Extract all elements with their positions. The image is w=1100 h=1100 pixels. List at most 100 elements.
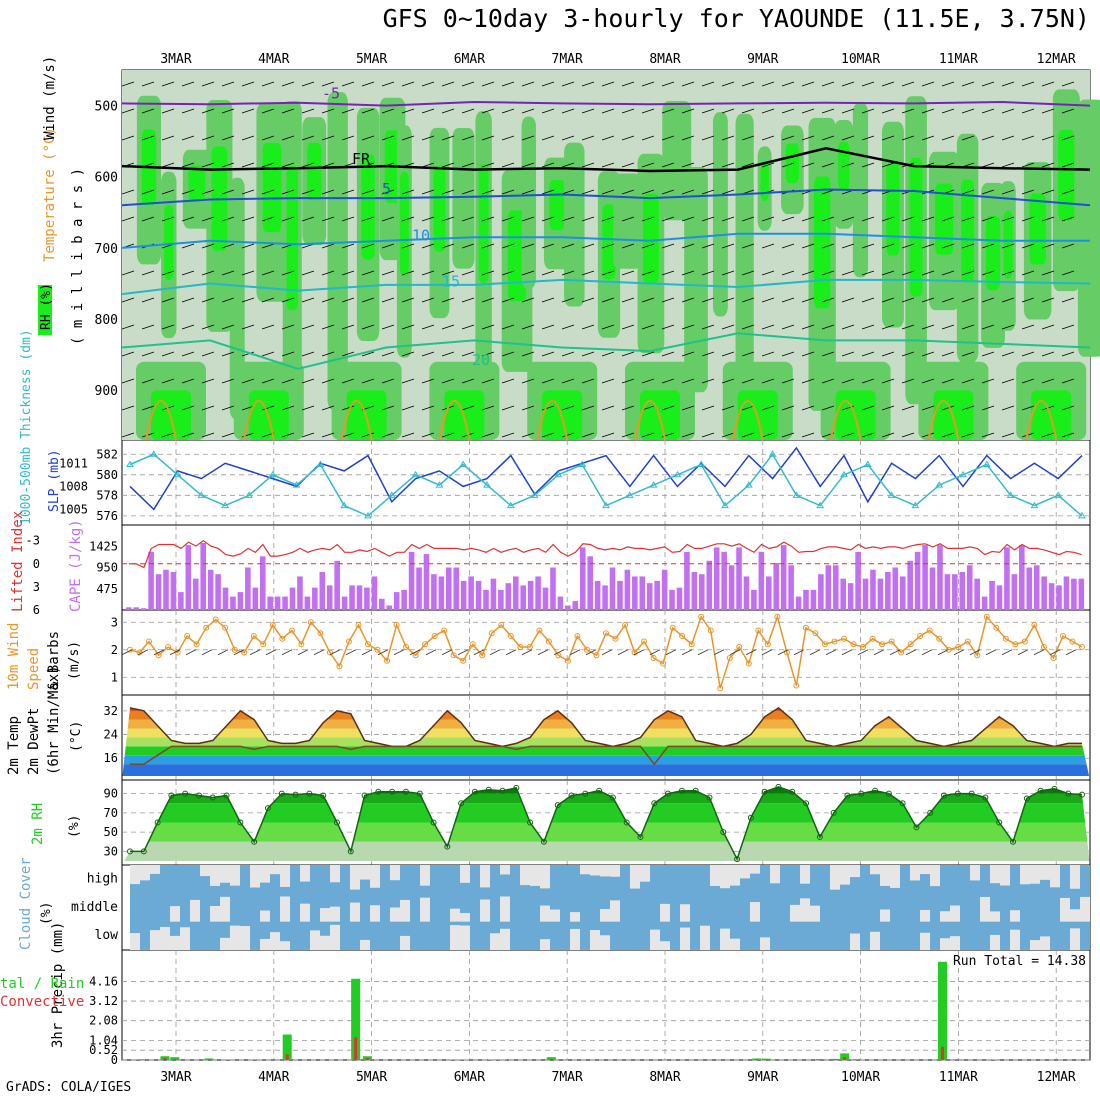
rh-line-marker	[402, 788, 409, 795]
wind-barb	[381, 351, 395, 357]
wind-speed-line-marker	[650, 655, 657, 661]
wind-speed-line-marker	[241, 649, 248, 656]
wind-barb	[841, 162, 855, 168]
wind-barb	[1061, 162, 1075, 168]
rh-color-band	[122, 803, 1090, 823]
cape-bar	[609, 567, 616, 610]
thickness-line-marker	[578, 460, 587, 468]
wind-barb	[781, 81, 795, 87]
surface-wind-barb	[505, 649, 517, 656]
cape-bar	[1011, 574, 1018, 610]
wind-barb	[961, 189, 975, 195]
wind-barb	[881, 135, 895, 141]
rh-saturated-band	[642, 193, 659, 284]
isotherm-25-line	[242, 400, 275, 441]
isotherm-line	[121, 100, 1091, 107]
surface-wind-barb	[185, 649, 197, 656]
thickness-line-marker	[840, 470, 848, 478]
wind-speed-line-marker	[460, 657, 467, 664]
rh-line-marker	[568, 792, 575, 799]
cloud-clear-cell	[800, 898, 810, 922]
cape-bar	[207, 569, 214, 610]
wind-barb	[1061, 108, 1075, 114]
wind-barb	[621, 270, 635, 276]
cape-bar	[594, 580, 601, 610]
wind-speed-line-marker	[1002, 635, 1009, 642]
rh-tick-label: 90	[104, 787, 118, 801]
wind-speed-line-marker	[679, 633, 686, 639]
wind-barb	[441, 351, 455, 357]
wind-barb	[901, 216, 915, 222]
wind-barb	[921, 351, 935, 357]
cloud-clear-cell	[950, 905, 960, 922]
wind-speed-line-marker	[545, 638, 552, 645]
wind-barb	[201, 270, 215, 276]
wind-speed-line-marker	[707, 627, 714, 634]
surface-wind-barb	[841, 649, 853, 656]
cape-bar	[713, 547, 720, 610]
wind-speed-line-marker	[860, 644, 867, 650]
wind-barb	[441, 243, 455, 249]
wind-barb	[501, 135, 515, 141]
wind-barb	[381, 270, 395, 276]
wind-barb	[461, 378, 475, 384]
wind-barb	[281, 405, 295, 411]
wind-barb	[1021, 324, 1035, 330]
surface-wind-barb	[937, 649, 949, 656]
wind-barb	[241, 162, 255, 168]
cloud-clear-cell	[150, 930, 160, 950]
wind-speed-line-marker	[717, 685, 724, 692]
cloud-clear-cell	[400, 935, 410, 950]
wind-barb	[121, 135, 135, 141]
wind-barb	[921, 243, 935, 249]
wind-barb	[1041, 216, 1055, 222]
cloud-clear-cell	[310, 930, 320, 950]
cape-bar	[676, 587, 683, 610]
rh-line-marker	[140, 848, 147, 855]
wind-barb	[961, 378, 975, 384]
surface-wind-barb	[617, 649, 629, 656]
cloud-clear-cell	[920, 932, 930, 950]
cloud-clear-cell	[230, 865, 240, 886]
wind-barb	[481, 297, 495, 303]
wind-barb	[1041, 270, 1055, 276]
cloud-clear-cell	[220, 865, 230, 883]
rh-line-marker	[1079, 791, 1085, 798]
wind-barb	[901, 432, 915, 438]
wind-barb	[221, 189, 235, 195]
bottom-date-label: 7MAR	[552, 1070, 583, 1085]
thickness-line-marker	[459, 460, 468, 468]
wind-barb	[261, 324, 275, 330]
surface-wind-barb	[409, 649, 421, 656]
wind10m-panel	[121, 613, 1085, 692]
wind-speed-line-marker	[1059, 633, 1066, 639]
wind-barb	[201, 432, 215, 438]
wind-barb	[801, 216, 815, 222]
cloud-clear-cell	[530, 865, 540, 886]
cape-bar	[140, 608, 147, 610]
wind-barb	[481, 162, 495, 168]
cape-bar	[669, 589, 675, 610]
wind-barb	[881, 243, 895, 249]
wind-barb	[341, 405, 355, 411]
wind-barb	[321, 351, 335, 357]
wind-speed-line-marker	[841, 635, 847, 642]
cloud-clear-cell	[400, 899, 410, 922]
cape-bar	[818, 574, 824, 610]
precip-convective-bar	[940, 1046, 944, 1060]
wind-barb	[321, 135, 335, 141]
wind-speed-line-marker	[793, 682, 800, 689]
wind-barb	[721, 432, 735, 438]
wind-barb	[481, 270, 495, 276]
wind-barb	[581, 162, 595, 168]
slp-tick-label: 1011	[59, 456, 88, 470]
cloud-clear-cell	[730, 865, 740, 886]
wind-barb	[761, 270, 775, 276]
cape-bar	[959, 571, 966, 610]
surface-wind-barb	[585, 649, 597, 656]
cloud-clear-cell	[970, 865, 980, 881]
wind-speed-line-marker	[831, 638, 838, 645]
wind-barb	[881, 432, 895, 438]
wind-barb	[921, 432, 935, 438]
wind-barb	[301, 378, 315, 384]
